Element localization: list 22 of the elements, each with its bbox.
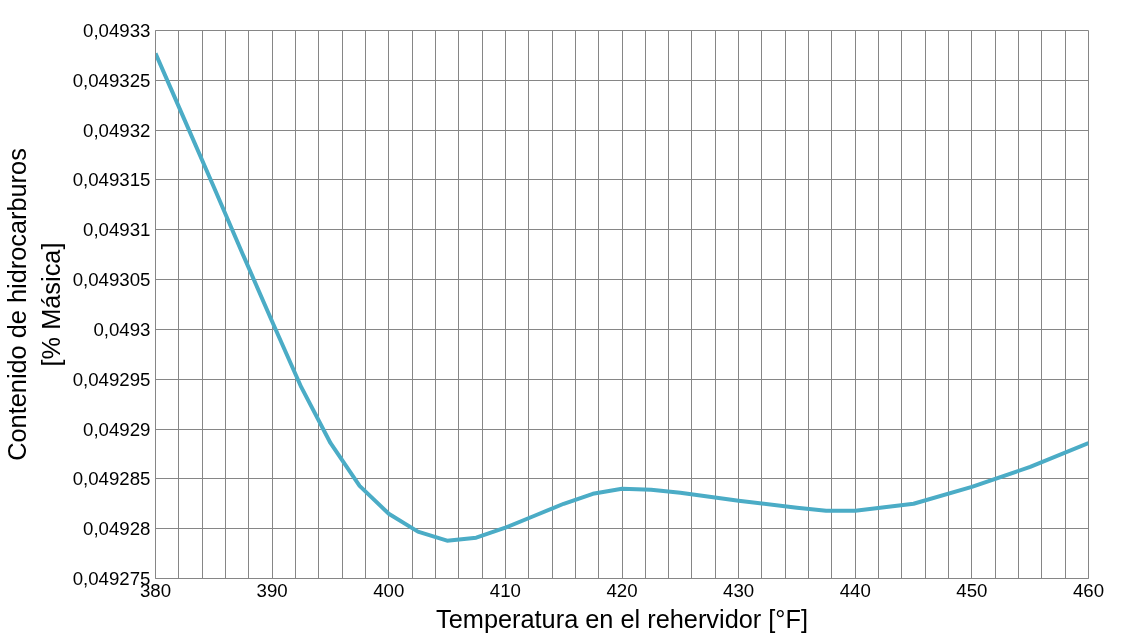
line-series	[155, 51, 1089, 543]
y-tick-label: 0,04932	[83, 119, 151, 141]
y-tick-label: 0,049305	[72, 269, 151, 291]
y-tick-label: 0,04933	[83, 20, 151, 41]
y-tick-label: 0,04931	[83, 219, 151, 241]
y-tick-label: 0,049315	[72, 169, 151, 191]
x-tick-label: 410	[489, 579, 521, 601]
y-axis-title: Contenido de hidrocarburos [% Másica]	[3, 148, 65, 461]
y-tick-label: 0,049285	[72, 468, 151, 490]
x-tick-label: 450	[956, 579, 988, 601]
x-tick-label: 400	[373, 579, 405, 601]
x-tick-label: 420	[606, 579, 638, 601]
y-tick-label: 0,04929	[83, 418, 151, 440]
y-tick-label: 0,049295	[72, 368, 151, 390]
x-tick-label: 460	[1072, 579, 1105, 601]
y-tick-label: 0,0493	[93, 318, 151, 340]
x-tick-label: 430	[723, 579, 755, 601]
y-tick-label: 0,04928	[83, 518, 151, 540]
y-tick-label: 0,049325	[72, 69, 151, 91]
x-tick-label: 440	[839, 579, 871, 601]
x-tick-label: 390	[256, 579, 288, 601]
x-axis-title: Temperatura en el rehervidor [°F]	[436, 604, 808, 633]
